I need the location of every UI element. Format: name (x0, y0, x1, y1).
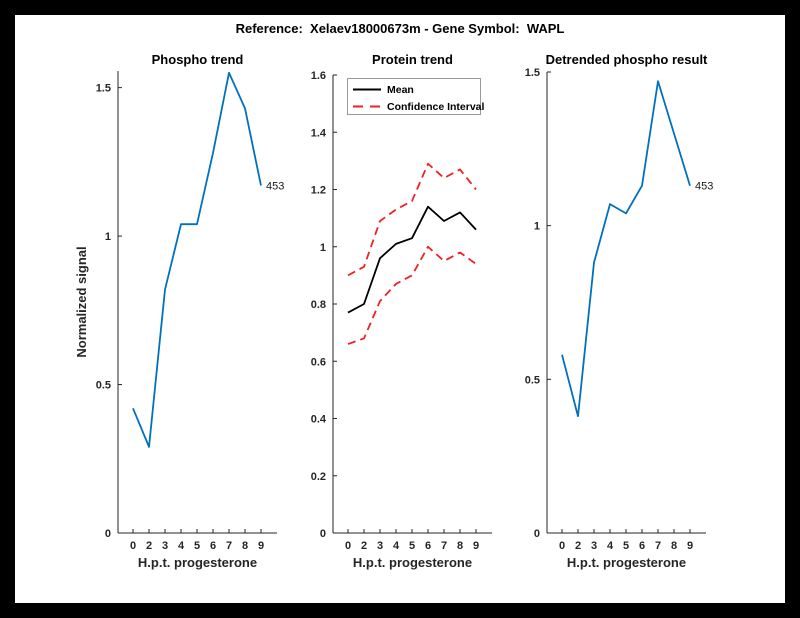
y-tick-label: 0.4 (311, 414, 327, 426)
x-tick-label: 8 (457, 540, 463, 552)
y-tick-label: 0.6 (311, 356, 326, 368)
y-tick-label: 0 (105, 528, 111, 540)
x-tick-label: 4 (178, 540, 185, 552)
x-axis-label: H.p.t. progesterone (353, 555, 472, 570)
y-tick-label: 0.5 (525, 374, 540, 386)
endpoint-label: 453 (266, 181, 284, 193)
legend-entry-label: Mean (387, 84, 414, 96)
x-tick-label: 2 (146, 540, 152, 552)
ci-lower-line (347, 245, 477, 345)
ci-upper-line (347, 162, 477, 277)
x-tick-label: 9 (258, 540, 264, 552)
legend-box (347, 78, 481, 115)
y-tick-label: 1.4 (311, 127, 327, 139)
x-tick-label: 3 (162, 540, 168, 552)
x-axis-label: H.p.t. progesterone (567, 555, 686, 570)
legend: Mean Confidence Interval (347, 78, 485, 115)
y-tick-label: 0 (534, 528, 540, 540)
x-tick-label: 0 (559, 540, 565, 552)
y-tick-label: 0.2 (311, 471, 326, 483)
x-tick-label: 4 (393, 540, 400, 552)
y-tick-label: 0.8 (311, 299, 326, 311)
phospho-trend-line (132, 71, 262, 448)
y-tick-label: 0 (320, 528, 326, 540)
x-tick-label: 6 (639, 540, 645, 552)
y-tick-label: 1.2 (311, 185, 326, 197)
subplot-title: Protein trend (372, 52, 453, 67)
x-tick-label: 0 (345, 540, 351, 552)
x-tick-label: 2 (361, 540, 367, 552)
mean-line (347, 205, 477, 314)
x-tick-label: 7 (226, 540, 232, 552)
x-tick-label: 3 (377, 540, 383, 552)
subplot-title: Phospho trend (152, 52, 244, 67)
legend-entry-label: Confidence Interval (387, 101, 485, 113)
x-tick-label: 8 (671, 540, 677, 552)
y-tick-label: 1.5 (96, 83, 111, 95)
x-tick-label: 7 (655, 540, 661, 552)
x-tick-label: 5 (194, 540, 200, 552)
y-tick-label: 1 (320, 242, 326, 254)
y-tick-label: 1.5 (525, 67, 540, 79)
subplot-title: Detrended phospho result (546, 52, 708, 67)
x-tick-label: 5 (409, 540, 415, 552)
endpoint-label: 453 (695, 181, 713, 193)
y-tick-label: 1.6 (311, 70, 326, 82)
x-tick-label: 0 (130, 540, 136, 552)
x-tick-label: 8 (242, 540, 248, 552)
y-tick-label: 1 (105, 231, 111, 243)
detrended-line (561, 80, 691, 418)
x-tick-label: 9 (687, 540, 693, 552)
x-tick-label: 7 (441, 540, 447, 552)
x-tick-label: 6 (210, 540, 216, 552)
x-tick-label: 3 (591, 540, 597, 552)
y-axis-label: Normalized signal (74, 246, 89, 357)
y-tick-label: 0.5 (96, 380, 111, 392)
x-tick-label: 4 (607, 540, 614, 552)
x-tick-label: 5 (623, 540, 629, 552)
x-tick-label: 2 (575, 540, 581, 552)
figure-title: Reference: Xelaev18000673m - Gene Symbol… (235, 21, 565, 36)
x-axis-label: H.p.t. progesterone (138, 555, 257, 570)
subplot-protein-trend: 00.20.40.60.811.21.41.60 2 3 4 5 6 7 8 9Protein … (311, 52, 492, 570)
x-tick-label: 9 (473, 540, 479, 552)
x-tick-label: 6 (425, 540, 431, 552)
y-tick-label: 1 (534, 221, 540, 233)
